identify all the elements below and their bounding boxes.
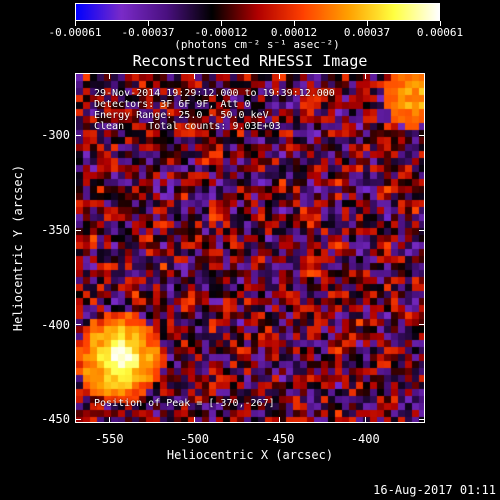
x-tick: [108, 417, 110, 423]
y-tick-right: [419, 229, 425, 231]
colorbar-tick: [293, 21, 295, 26]
x-tick-label: -500: [180, 432, 209, 446]
x-tick: [364, 417, 366, 423]
colorbar-tick-label: -0.00012: [194, 26, 248, 39]
y-tick: [75, 229, 81, 231]
heatmap-image: [76, 74, 424, 422]
x-tick-top: [194, 73, 195, 79]
overlay-energy-range: Energy Range: 25.0 - 50.0 keV: [94, 110, 269, 121]
x-tick-label: -400: [350, 432, 380, 446]
colorbar-tick: [220, 21, 222, 26]
y-tick-right: [419, 134, 425, 136]
x-axis-label: Heliocentric X (arcsec): [166, 448, 334, 462]
colorbar-tick-label: 0.00012: [270, 26, 318, 39]
overlay-peak-position: Position of Peak = [-370,-267]: [94, 398, 275, 409]
colorbar-tick-label: 0.00037: [343, 26, 391, 39]
colorbar-tick: [74, 21, 76, 26]
image-plot-area: 29-Nov-2014 19:29:12.000 to 19:39:12.000…: [75, 73, 425, 423]
x-tick: [194, 417, 195, 423]
colorbar-tick-label: -0.00037: [121, 26, 175, 39]
colorbar-tick-label: 0.00061: [416, 26, 464, 39]
y-tick-label: -350: [41, 223, 70, 238]
x-tick: [279, 417, 281, 423]
colorbar-tick-label: -0.00061: [48, 26, 102, 39]
y-tick-right: [419, 418, 425, 420]
y-tick-right: [419, 324, 425, 326]
colorbar: [75, 3, 440, 21]
x-tick-top: [279, 73, 281, 79]
plot-title: Reconstructed RHESSI Image: [132, 52, 368, 70]
x-tick-top: [364, 73, 366, 79]
x-tick-label: -450: [265, 432, 295, 446]
y-tick: [75, 134, 81, 136]
overlay-detectors: Detectors: 3F 6F 9F, Att 0: [94, 99, 251, 110]
colorbar-unit-label: (photons cm⁻² s⁻¹ asec⁻²): [174, 38, 340, 51]
overlay-time-range: 29-Nov-2014 19:29:12.000 to 19:39:12.000: [94, 88, 335, 99]
y-tick-label: -400: [41, 317, 70, 332]
colorbar-tick: [439, 21, 441, 26]
y-tick-label: -450: [41, 412, 70, 427]
datestamp: 16-Aug-2017 01:11: [373, 483, 496, 497]
y-axis-label: Heliocentric Y (arcsec): [11, 164, 25, 332]
colorbar-tick: [366, 21, 368, 26]
x-tick-top: [108, 73, 110, 79]
y-tick-label: -300: [41, 128, 70, 143]
y-tick: [75, 418, 81, 420]
overlay-clean-counts: Clean Total counts: 9.03E+03: [94, 121, 281, 132]
x-tick-label: -550: [94, 432, 124, 446]
y-tick: [75, 324, 81, 326]
colorbar-tick: [147, 21, 149, 26]
